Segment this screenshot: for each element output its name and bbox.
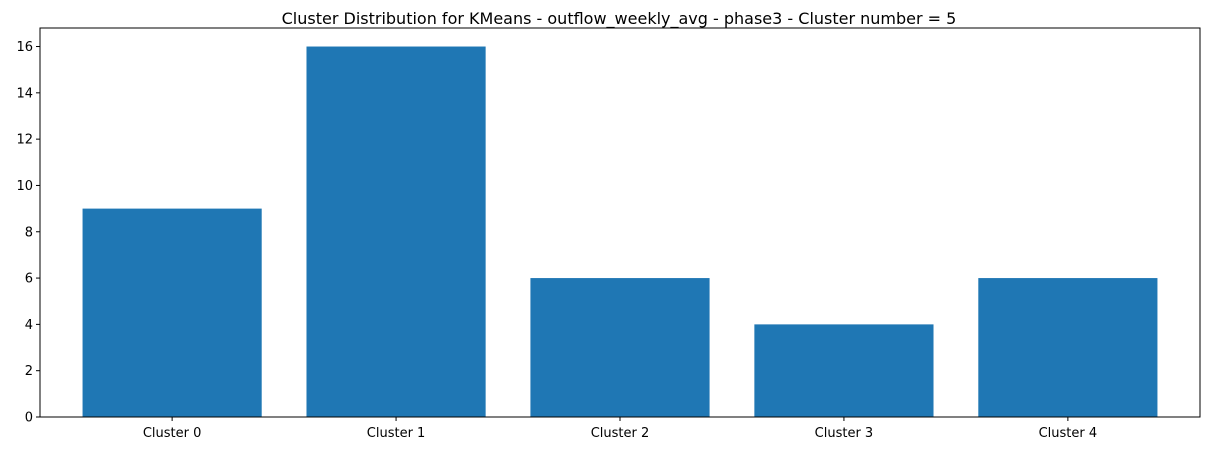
y-tick-label: 0 <box>25 411 33 426</box>
x-tick-label: Cluster 4 <box>1039 426 1098 441</box>
y-tick-label: 14 <box>16 86 33 101</box>
y-tick-label: 8 <box>25 225 33 240</box>
axes-frame <box>39 27 1201 418</box>
y-tick-label: 4 <box>25 318 33 333</box>
y-tick-label: 12 <box>16 133 33 148</box>
bar-cluster-2 <box>530 278 710 417</box>
y-tick-label: 2 <box>25 364 33 379</box>
y-tick-label: 10 <box>16 179 33 194</box>
bar-cluster-3 <box>754 324 934 417</box>
bar-cluster-4 <box>978 278 1158 417</box>
bar-cluster-1 <box>306 46 486 418</box>
x-tick-label: Cluster 3 <box>815 426 874 441</box>
y-tick-label: 6 <box>25 272 33 287</box>
plot-area: Cluster 0 Cluster 1 Cluster 2 Cluster 3 Clus… <box>16 40 1158 441</box>
chart-title: Cluster Distribution for KMeans - outflo… <box>282 9 957 29</box>
x-tick-label: Cluster 0 <box>143 426 202 441</box>
y-tick-label: 16 <box>16 40 33 55</box>
x-tick-label: Cluster 2 <box>591 426 650 441</box>
bar-cluster-0 <box>82 208 262 417</box>
x-tick-label: Cluster 1 <box>367 426 426 441</box>
